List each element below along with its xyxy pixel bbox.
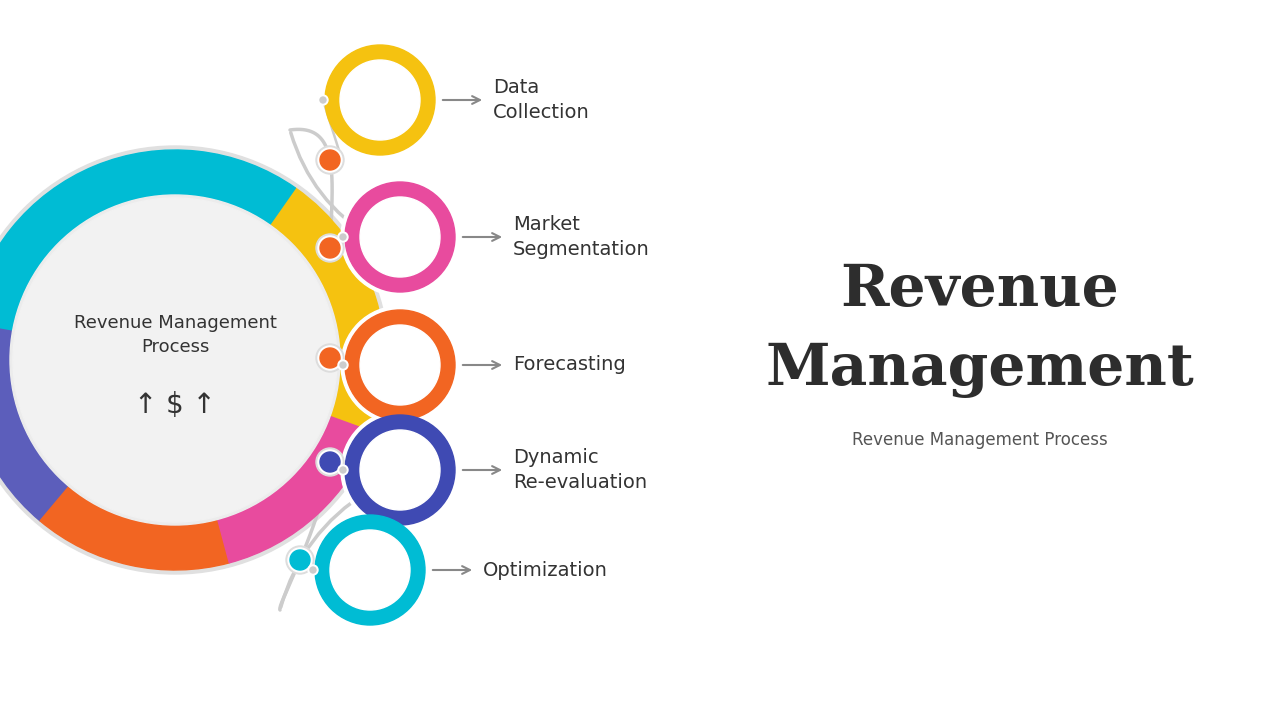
Circle shape — [317, 450, 342, 474]
Text: Revenue: Revenue — [841, 262, 1120, 318]
Circle shape — [325, 45, 435, 155]
Circle shape — [340, 234, 346, 240]
Circle shape — [338, 360, 348, 370]
Circle shape — [315, 515, 425, 625]
Wedge shape — [0, 323, 69, 521]
Circle shape — [13, 198, 337, 522]
Circle shape — [340, 306, 460, 424]
Circle shape — [285, 546, 314, 574]
Text: Management: Management — [765, 342, 1194, 398]
Circle shape — [330, 530, 410, 610]
Circle shape — [311, 511, 429, 629]
Circle shape — [340, 60, 420, 140]
Wedge shape — [218, 416, 372, 563]
Circle shape — [340, 178, 460, 296]
Circle shape — [317, 236, 342, 260]
Circle shape — [346, 415, 454, 525]
Text: Market
Segmentation: Market Segmentation — [513, 215, 650, 259]
Text: Forecasting: Forecasting — [513, 356, 626, 374]
Circle shape — [308, 565, 317, 575]
Text: Revenue Management
Process: Revenue Management Process — [73, 314, 276, 356]
Circle shape — [320, 452, 340, 472]
Circle shape — [320, 150, 340, 170]
Wedge shape — [0, 150, 296, 331]
Circle shape — [338, 465, 348, 475]
Circle shape — [288, 548, 312, 572]
Text: ↑ $ ↑: ↑ $ ↑ — [134, 391, 216, 419]
Circle shape — [10, 195, 340, 525]
Circle shape — [317, 346, 342, 370]
Circle shape — [291, 550, 310, 570]
Text: Revenue Management Process: Revenue Management Process — [852, 431, 1108, 449]
Wedge shape — [270, 188, 385, 432]
Circle shape — [340, 362, 346, 368]
Circle shape — [316, 146, 344, 174]
Circle shape — [360, 325, 440, 405]
Circle shape — [360, 430, 440, 510]
Circle shape — [320, 238, 340, 258]
Circle shape — [340, 411, 460, 529]
Circle shape — [360, 197, 440, 277]
Circle shape — [346, 182, 454, 292]
Circle shape — [317, 95, 328, 105]
Circle shape — [0, 146, 389, 574]
Circle shape — [320, 97, 326, 103]
Circle shape — [340, 467, 346, 473]
Circle shape — [316, 344, 344, 372]
Circle shape — [321, 41, 439, 159]
Circle shape — [310, 567, 316, 573]
Circle shape — [317, 148, 342, 172]
Circle shape — [320, 348, 340, 368]
Wedge shape — [40, 487, 229, 570]
Circle shape — [316, 234, 344, 262]
Text: Dynamic
Re-evaluation: Dynamic Re-evaluation — [513, 448, 648, 492]
Circle shape — [346, 310, 454, 420]
Text: Data
Collection: Data Collection — [493, 78, 590, 122]
Circle shape — [338, 232, 348, 242]
Text: Optimization: Optimization — [483, 560, 608, 580]
Circle shape — [316, 448, 344, 476]
